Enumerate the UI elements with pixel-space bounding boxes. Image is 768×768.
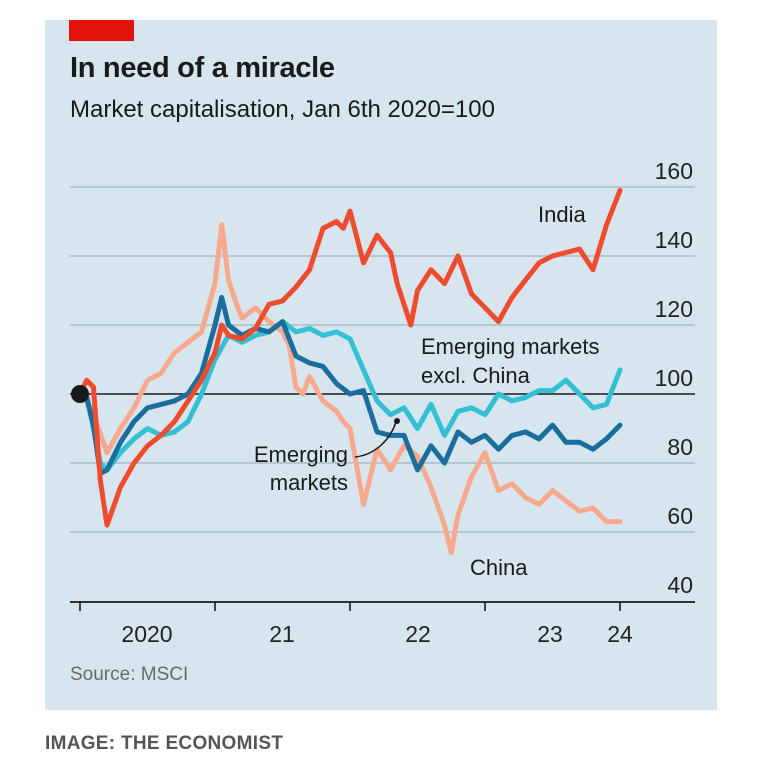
- x-tick-label-22: 22: [405, 621, 431, 647]
- series-line-emerging-markets-excl-china: [77, 319, 623, 473]
- brand-red-bar: [69, 20, 134, 41]
- chart-title: In need of a miracle: [70, 52, 335, 84]
- label-india: India: [538, 202, 586, 227]
- label-emerging-markets-line1: Emerging: [254, 442, 348, 467]
- x-tick-label-24: 24: [607, 621, 633, 647]
- start-marker: [71, 385, 89, 403]
- y-tick-label-160: 160: [655, 158, 693, 184]
- label-china: China: [470, 555, 528, 580]
- series-line-india: [77, 187, 623, 528]
- label-em-excl-china-line2: excl. China: [421, 363, 531, 388]
- label-em-excl-china-line1: Emerging markets: [421, 334, 600, 359]
- x-tick-label-2020: 2020: [121, 621, 172, 647]
- y-tick-label-120: 120: [655, 296, 693, 322]
- series-line-emerging-markets: [77, 294, 623, 476]
- y-tick-label-60: 60: [667, 503, 693, 529]
- x-tick-label-23: 23: [537, 621, 563, 647]
- y-tick-label-100: 100: [655, 365, 693, 391]
- x-tick-label-21: 21: [269, 621, 295, 647]
- emerging-markets-leader-dot: [394, 418, 400, 424]
- source-note: Source: MSCI: [70, 664, 189, 685]
- label-emerging-markets-line2: markets: [270, 470, 348, 495]
- y-tick-label-80: 80: [667, 434, 693, 460]
- y-tick-label-40: 40: [667, 572, 693, 598]
- chart-subtitle: Market capitalisation, Jan 6th 2020=100: [70, 96, 495, 123]
- y-tick-label-140: 140: [655, 227, 693, 253]
- chart-panel: [45, 20, 717, 710]
- emerging-markets-leader-line: [354, 421, 397, 458]
- series-line-china: [77, 222, 623, 556]
- image-credit: IMAGE: THE ECONOMIST: [45, 733, 284, 754]
